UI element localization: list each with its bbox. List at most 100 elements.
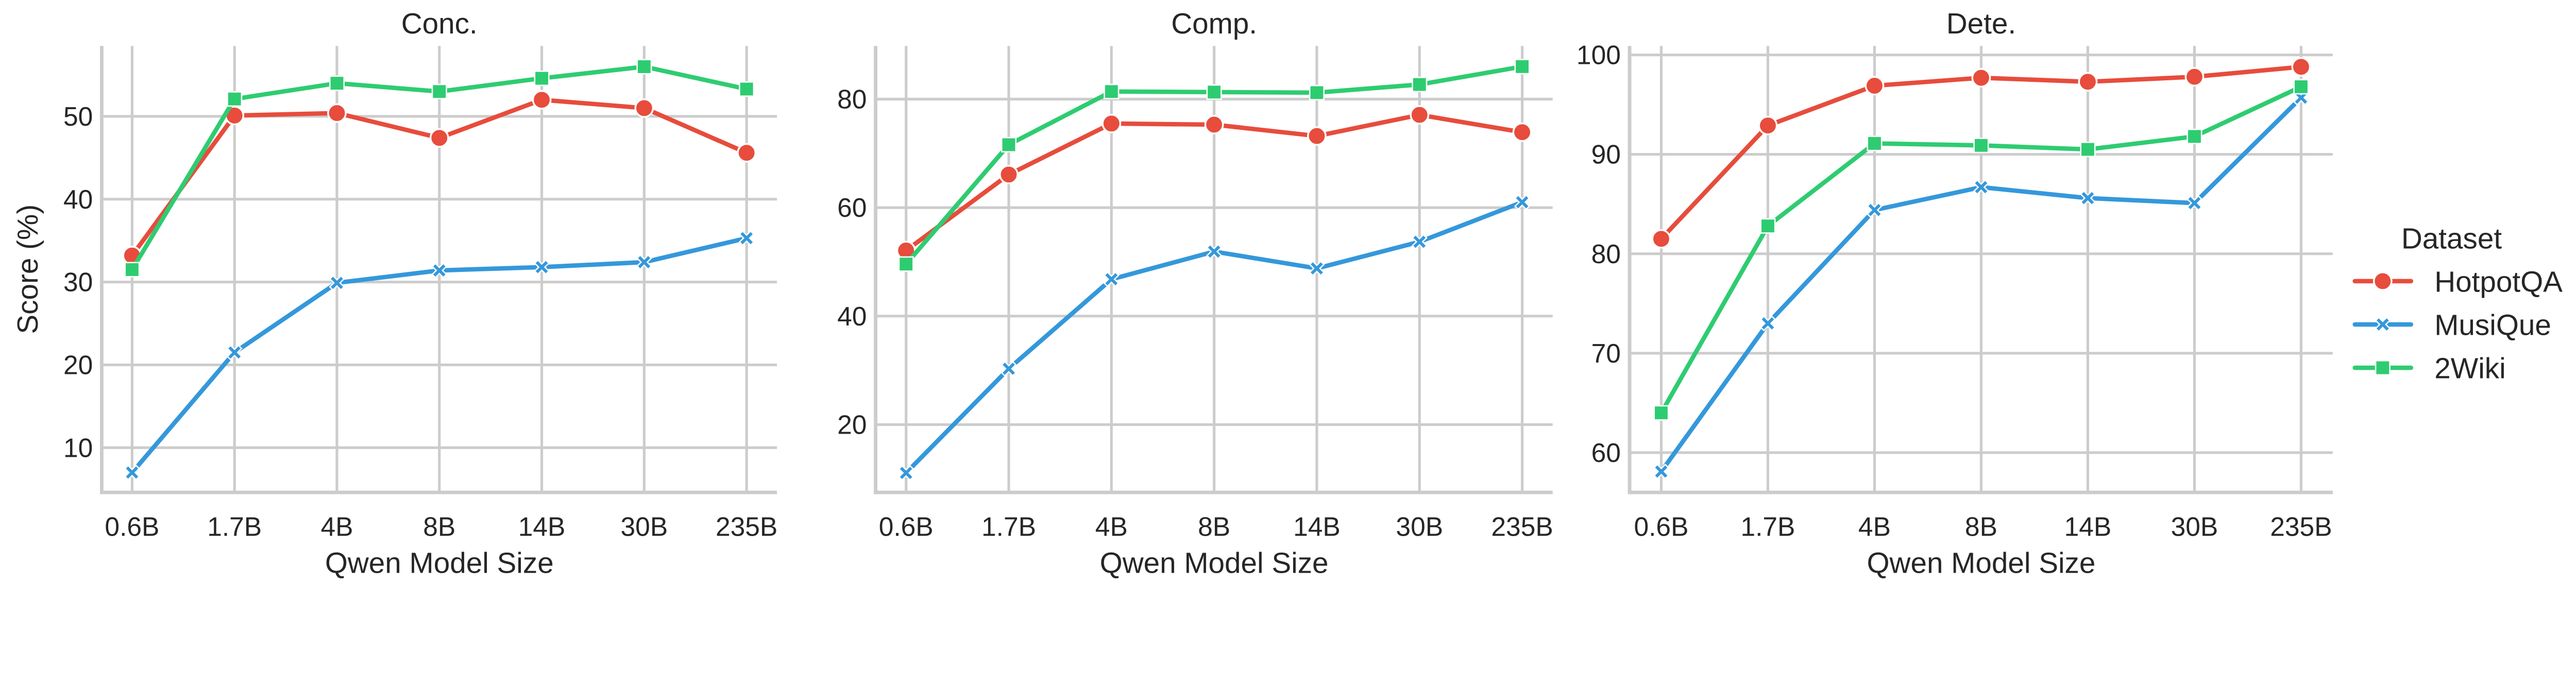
y-tick-label: 30 xyxy=(63,267,93,297)
data-point xyxy=(1206,243,1223,260)
subplot-dete: 60 70 80 90 100 0.6B 1.7B 4B 8B 14B 30B 235B Dete. Qw… xyxy=(1577,8,2333,579)
data-point xyxy=(431,262,448,279)
x-tick-label: 4B xyxy=(1858,511,1891,541)
y-tick-label: 40 xyxy=(63,184,93,214)
subplot-title: Comp. xyxy=(1171,8,1257,40)
data-point xyxy=(2080,142,2096,158)
series-musique xyxy=(898,194,1531,481)
legend-title: Dataset xyxy=(2401,222,2502,255)
x-tick-label: 8B xyxy=(1198,511,1230,541)
x-axis-label: Qwen Model Size xyxy=(325,547,554,579)
x-tick-label: 30B xyxy=(621,511,668,541)
data-point xyxy=(1973,179,1989,196)
data-point xyxy=(636,254,652,270)
data-point xyxy=(1653,405,1669,421)
x-tick-label: 1.7B xyxy=(981,511,1036,541)
data-point xyxy=(124,262,140,278)
data-point xyxy=(1971,68,1991,88)
x-tick-label: 1.7B xyxy=(1740,511,1795,541)
data-point xyxy=(429,128,449,148)
y-tick-label: 10 xyxy=(63,433,93,462)
data-point xyxy=(1410,105,1430,125)
y-tick-label: 20 xyxy=(837,410,867,440)
data-point xyxy=(431,83,447,99)
x-tick-label: 0.6B xyxy=(105,511,159,541)
data-point xyxy=(1514,194,1531,211)
x-tick-label: 235B xyxy=(1491,511,1553,541)
data-point xyxy=(1206,84,1222,100)
legend-item-2wiki: 2Wiki xyxy=(2352,353,2506,385)
data-point xyxy=(534,70,550,87)
data-point xyxy=(2184,67,2205,87)
data-point xyxy=(1653,463,1670,480)
data-point xyxy=(737,143,757,163)
data-point xyxy=(1309,84,1325,100)
y-tick-label: 60 xyxy=(837,193,867,222)
x-tick-label: 4B xyxy=(320,511,353,541)
x-tick-label: 0.6B xyxy=(1634,511,1688,541)
data-point xyxy=(1103,271,1120,287)
y-tick-label: 20 xyxy=(63,350,93,380)
x-tick-label: 8B xyxy=(423,511,455,541)
data-point xyxy=(1104,83,1120,99)
data-point xyxy=(1204,115,1224,134)
subplot-title: Dete. xyxy=(1946,8,2016,40)
data-point xyxy=(534,259,550,276)
legend-item-hotpotqa: HotpotQA xyxy=(2352,266,2563,299)
data-point xyxy=(1867,135,1883,151)
data-point xyxy=(1651,229,1671,249)
data-point xyxy=(1760,218,1776,234)
data-point xyxy=(739,81,755,97)
data-point xyxy=(1412,77,1428,93)
data-point xyxy=(738,230,755,246)
y-axis-label: Score (%) xyxy=(12,204,44,334)
data-point xyxy=(2079,190,2096,207)
data-point xyxy=(532,90,552,110)
subplot-comp: 20 40 60 80 0.6B 1.7B 4B 8B 14B 30B 235B Comp. Qwen … xyxy=(837,8,1553,579)
data-point xyxy=(327,103,347,123)
y-tick-label: 70 xyxy=(1591,338,1621,368)
data-point xyxy=(1309,260,1325,277)
x-tick-label: 14B xyxy=(518,511,566,541)
y-tick-label: 100 xyxy=(1577,40,1621,70)
x-tick-label: 0.6B xyxy=(879,511,934,541)
data-point xyxy=(898,465,914,481)
x-marker-icon xyxy=(2375,316,2391,333)
series-2wiki xyxy=(124,59,755,278)
legend-label: MusiQue xyxy=(2434,309,2551,342)
data-point xyxy=(1514,59,1530,75)
series-musique xyxy=(124,230,755,481)
legend-item-musique: MusiQue xyxy=(2352,309,2551,342)
data-point xyxy=(2291,57,2311,77)
subplot-conc: 10 20 30 40 50 0.6B 1.7B 4B 8B 14B 30B 235B Conc. Qwe… xyxy=(12,8,777,579)
data-point xyxy=(1512,122,1532,142)
legend-label: HotpotQA xyxy=(2434,266,2563,299)
x-axis-label: Qwen Model Size xyxy=(1867,547,2095,579)
data-point xyxy=(1758,115,1778,135)
x-tick-label: 14B xyxy=(1293,511,1341,541)
data-point xyxy=(2078,72,2098,92)
data-point xyxy=(1411,233,1428,250)
data-point xyxy=(636,59,652,75)
data-point xyxy=(2186,195,2202,211)
data-point xyxy=(1307,126,1327,146)
figure: Dataset HotpotQA MusiQue 2Wiki 10 20 30 40 50 0… xyxy=(12,8,2563,579)
legend: Dataset HotpotQA MusiQue 2Wiki xyxy=(2352,222,2563,385)
x-axis-label: Qwen Model Size xyxy=(1100,547,1329,579)
y-tick-label: 80 xyxy=(837,84,867,114)
series-hotpotqa xyxy=(896,105,1532,261)
x-tick-label: 30B xyxy=(2171,511,2218,541)
data-point xyxy=(329,274,345,291)
data-point xyxy=(1973,137,1989,153)
data-point xyxy=(634,98,654,118)
x-tick-label: 235B xyxy=(716,511,777,541)
data-point xyxy=(2187,128,2202,144)
circle-marker-icon xyxy=(2372,271,2393,291)
x-tick-label: 4B xyxy=(1095,511,1128,541)
x-tick-label: 14B xyxy=(2064,511,2112,541)
y-tick-label: 90 xyxy=(1591,140,1621,169)
x-tick-label: 30B xyxy=(1396,511,1443,541)
data-point xyxy=(124,465,140,481)
data-point xyxy=(1759,315,1776,332)
y-tick-label: 40 xyxy=(837,301,867,331)
